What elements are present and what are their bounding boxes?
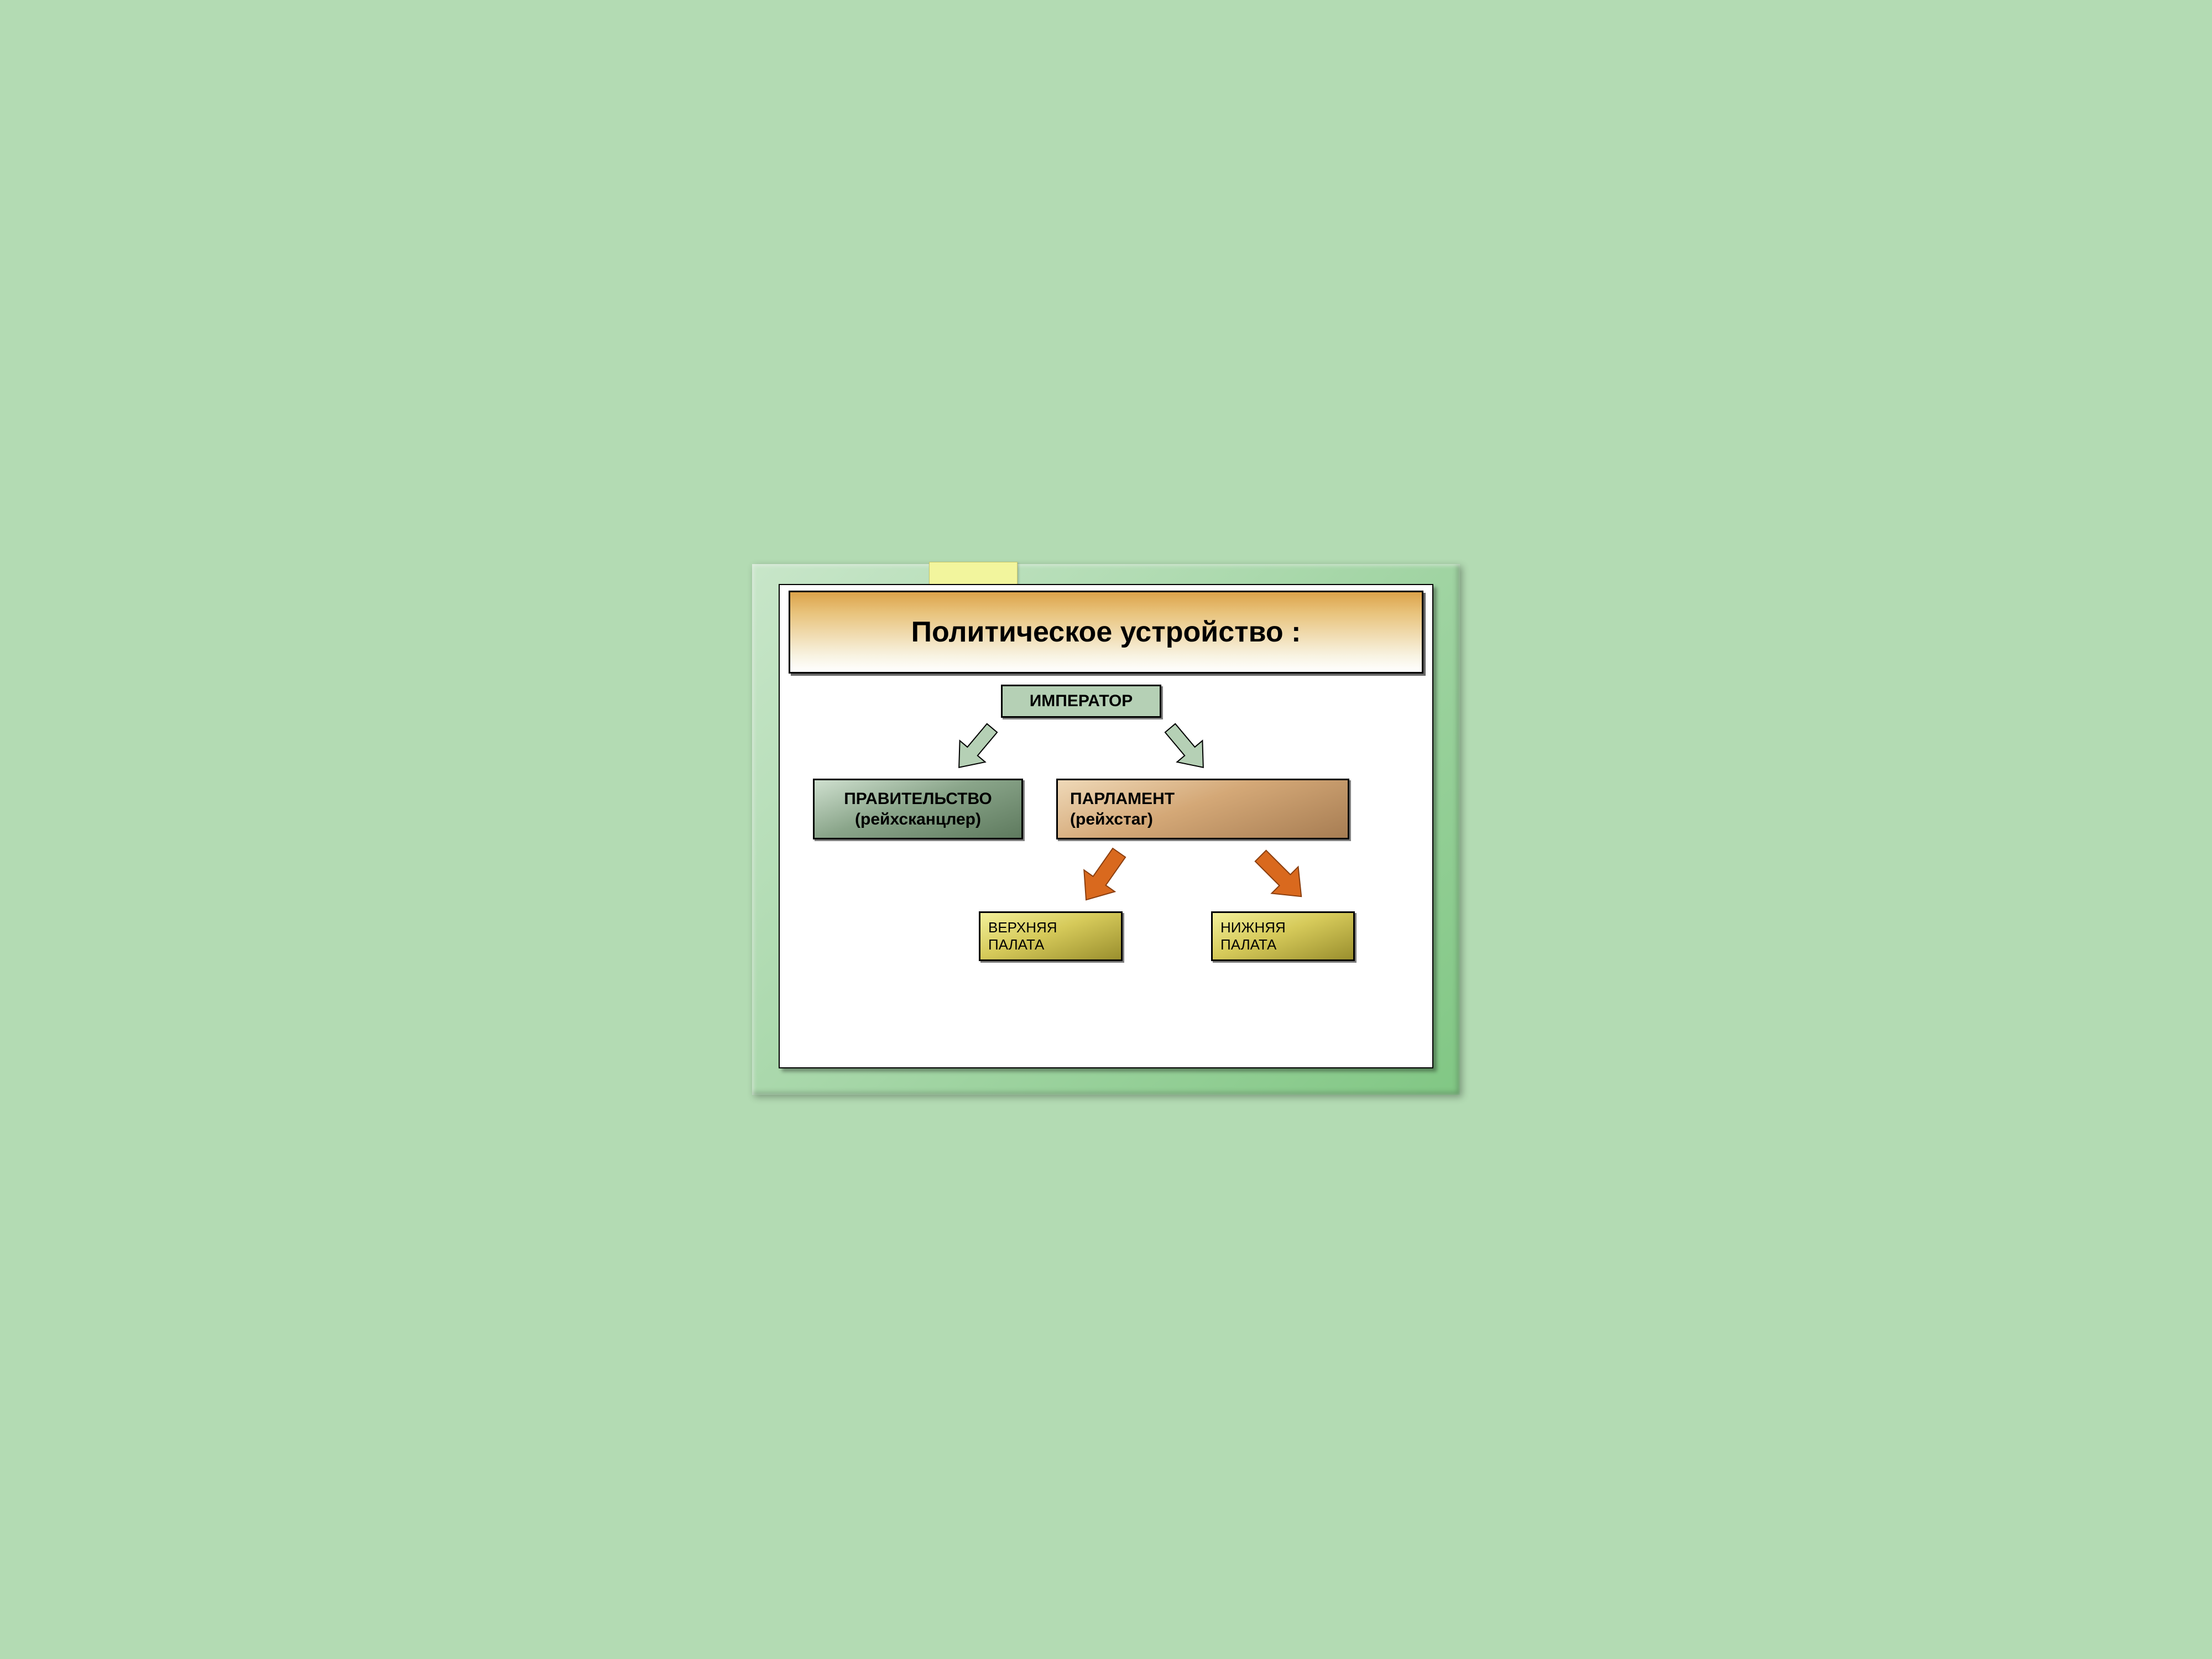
node-lower-line2: ПАЛАТА: [1220, 936, 1276, 953]
node-government: ПРАВИТЕЛЬСТВО (рейхсканцлер): [813, 779, 1023, 839]
arrow-parliament-to-upper: [1067, 839, 1139, 911]
node-parliament-line2: (рейхстаг): [1070, 810, 1153, 828]
node-parliament: ПАРЛАМЕНТ (рейхстаг): [1056, 779, 1349, 839]
title-box: Политическое устройство :: [789, 591, 1423, 674]
node-lower-chamber: НИЖНЯЯ ПАЛАТА: [1211, 911, 1355, 961]
node-emperor: ИМПЕРАТОР: [1001, 685, 1161, 718]
node-parliament-line1: ПАРЛАМЕНТ: [1070, 790, 1175, 808]
slide-canvas: Политическое устройство : ИМПЕРАТОР ПРАВ…: [779, 584, 1433, 1068]
node-lower-text: НИЖНЯЯ ПАЛАТА: [1220, 919, 1286, 953]
node-parliament-text: ПАРЛАМЕНТ (рейхстаг): [1070, 789, 1175, 830]
slide-title: Политическое устройство :: [911, 615, 1301, 649]
node-government-line2: (рейхсканцлер): [855, 810, 981, 828]
node-government-text: ПРАВИТЕЛЬСТВО (рейхсканцлер): [844, 789, 992, 830]
node-lower-line1: НИЖНЯЯ: [1220, 919, 1286, 936]
arrow-emperor-to-government: [940, 717, 1012, 778]
node-upper-text: ВЕРХНЯЯ ПАЛАТА: [988, 919, 1057, 953]
node-emperor-label: ИМПЕРАТОР: [1030, 692, 1133, 711]
node-upper-chamber: ВЕРХНЯЯ ПАЛАТА: [979, 911, 1123, 961]
slide-frame: Политическое устройство : ИМПЕРАТОР ПРАВ…: [752, 564, 1460, 1095]
node-upper-line1: ВЕРХНЯЯ: [988, 919, 1057, 936]
node-upper-line2: ПАЛАТА: [988, 936, 1044, 953]
arrow-emperor-to-parliament: [1150, 717, 1222, 778]
arrow-parliament-to-lower: [1239, 839, 1322, 911]
top-tab: [929, 562, 1018, 586]
node-government-line1: ПРАВИТЕЛЬСТВО: [844, 790, 992, 808]
